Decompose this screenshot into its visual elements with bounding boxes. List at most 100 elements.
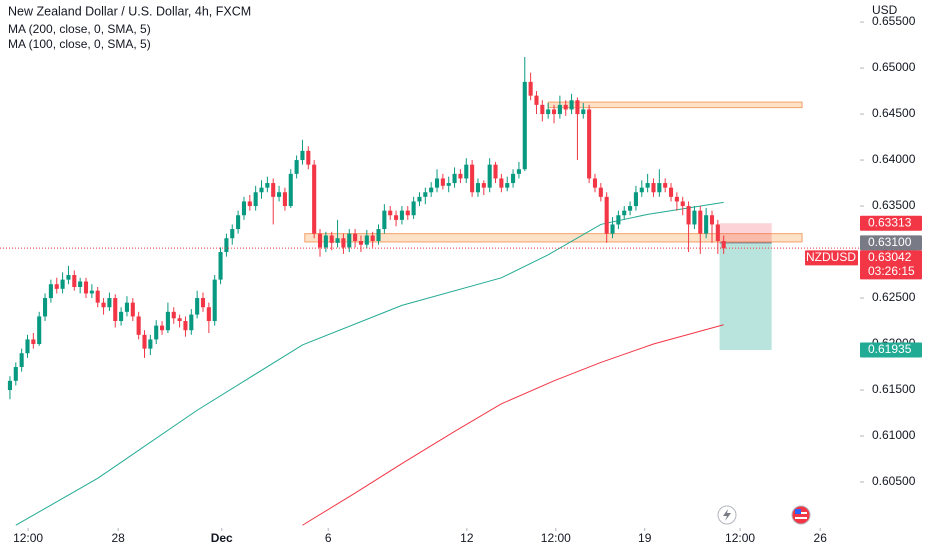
candle-body <box>388 210 393 216</box>
countdown: 03:26:15 <box>868 264 915 278</box>
candle-body <box>259 187 264 193</box>
event-icon-flag[interactable] <box>791 505 811 525</box>
candle-body <box>715 224 720 242</box>
candle-body <box>183 321 188 331</box>
candle-body <box>668 187 674 197</box>
candle-body <box>534 95 539 105</box>
candle-body <box>399 210 404 220</box>
candle-body <box>598 187 603 197</box>
candle-body <box>616 215 621 225</box>
price-label: 0.61935 <box>868 342 912 356</box>
candle-body <box>253 192 258 207</box>
y-tick-label: 0.61500 <box>872 382 916 396</box>
candle-body <box>464 164 469 179</box>
candle-body <box>628 206 633 211</box>
candle-body <box>78 281 83 287</box>
candle-body <box>171 311 176 319</box>
candle-body <box>25 339 30 354</box>
y-tick-label: 0.64000 <box>872 152 916 166</box>
candle-body <box>312 164 317 234</box>
candle-body <box>704 215 709 234</box>
candle-body <box>639 187 644 193</box>
candle-body <box>277 192 282 197</box>
y-tick-label: 0.65000 <box>872 60 916 74</box>
candle-body <box>218 252 223 280</box>
candle-body <box>107 298 112 308</box>
candle-body <box>680 201 685 207</box>
candle-body <box>592 178 598 188</box>
chart-title: New Zealand Dollar / U.S. Dollar, 4h, FX… <box>8 4 251 18</box>
candle-body <box>323 235 328 248</box>
candle-body <box>581 109 586 115</box>
x-tick-label: 28 <box>111 531 125 545</box>
candle-body <box>54 284 59 289</box>
candle-body <box>177 318 182 322</box>
candle-body <box>499 178 504 188</box>
candle-body <box>288 173 293 207</box>
candle-body <box>119 311 124 322</box>
candle-body <box>13 367 18 381</box>
candle-body <box>411 201 416 216</box>
candle-body <box>481 183 486 188</box>
y-tick-label: 0.61000 <box>872 428 916 442</box>
candle-body <box>300 150 305 161</box>
candle-body <box>370 235 375 242</box>
candle-body <box>317 233 323 248</box>
candle-body <box>200 298 206 308</box>
candle-body <box>633 192 638 207</box>
candle-body <box>423 192 428 197</box>
candle-body <box>511 173 516 184</box>
stop-zone <box>719 223 772 243</box>
candle-body <box>101 302 106 308</box>
candle-body <box>282 192 287 207</box>
candle-body <box>60 279 65 289</box>
candle-body <box>364 235 369 245</box>
candle-body <box>516 169 521 174</box>
candle-body <box>446 183 451 186</box>
candle-body <box>265 183 270 188</box>
candle-body <box>154 325 159 340</box>
x-tick-label: Dec <box>211 531 233 545</box>
y-tick-label: 0.65500 <box>872 14 916 28</box>
x-tick-label: 12:00 <box>725 531 755 545</box>
candle-body <box>347 233 352 248</box>
candle-body <box>440 178 445 186</box>
candle-body <box>224 238 229 253</box>
candle-body <box>417 196 422 202</box>
candle-body <box>130 302 135 317</box>
candle-body <box>522 81 527 170</box>
candle-body <box>142 334 147 349</box>
candle-body <box>72 275 77 287</box>
candle-body <box>95 290 100 303</box>
price-label: 0.63313 <box>868 215 912 229</box>
candle-body <box>353 233 358 242</box>
candle-body <box>113 298 118 322</box>
candle-body <box>686 206 691 225</box>
candle-body <box>394 215 399 220</box>
x-tick-label: 12:00 <box>541 531 571 545</box>
candle-body <box>587 109 592 179</box>
candle-body <box>563 104 568 110</box>
candle-body <box>341 238 346 248</box>
candle-body <box>470 164 475 193</box>
x-tick-label: 19 <box>638 531 652 545</box>
candle-body <box>160 325 165 331</box>
candle-body <box>505 183 510 188</box>
y-tick-label: 0.62500 <box>872 290 916 304</box>
candle-body <box>271 183 276 197</box>
plot: 12:00 28 Dec 6 12 12:00 19 12:00 26 <box>0 57 860 545</box>
candle-body <box>458 173 463 179</box>
candle-body <box>493 164 498 179</box>
y-tick-label: 0.60500 <box>872 474 916 488</box>
event-icon-bolt <box>723 509 731 521</box>
candle-body <box>546 109 551 115</box>
candle-body <box>294 160 299 174</box>
candle-body <box>212 279 217 322</box>
symbol-tag: NZDUSD <box>806 250 856 264</box>
price-label: 0.63100 <box>868 235 912 249</box>
candle-body <box>452 173 457 184</box>
price-label: 0.63042 <box>868 250 912 264</box>
candle-body <box>31 339 36 345</box>
candle-body <box>306 150 311 165</box>
